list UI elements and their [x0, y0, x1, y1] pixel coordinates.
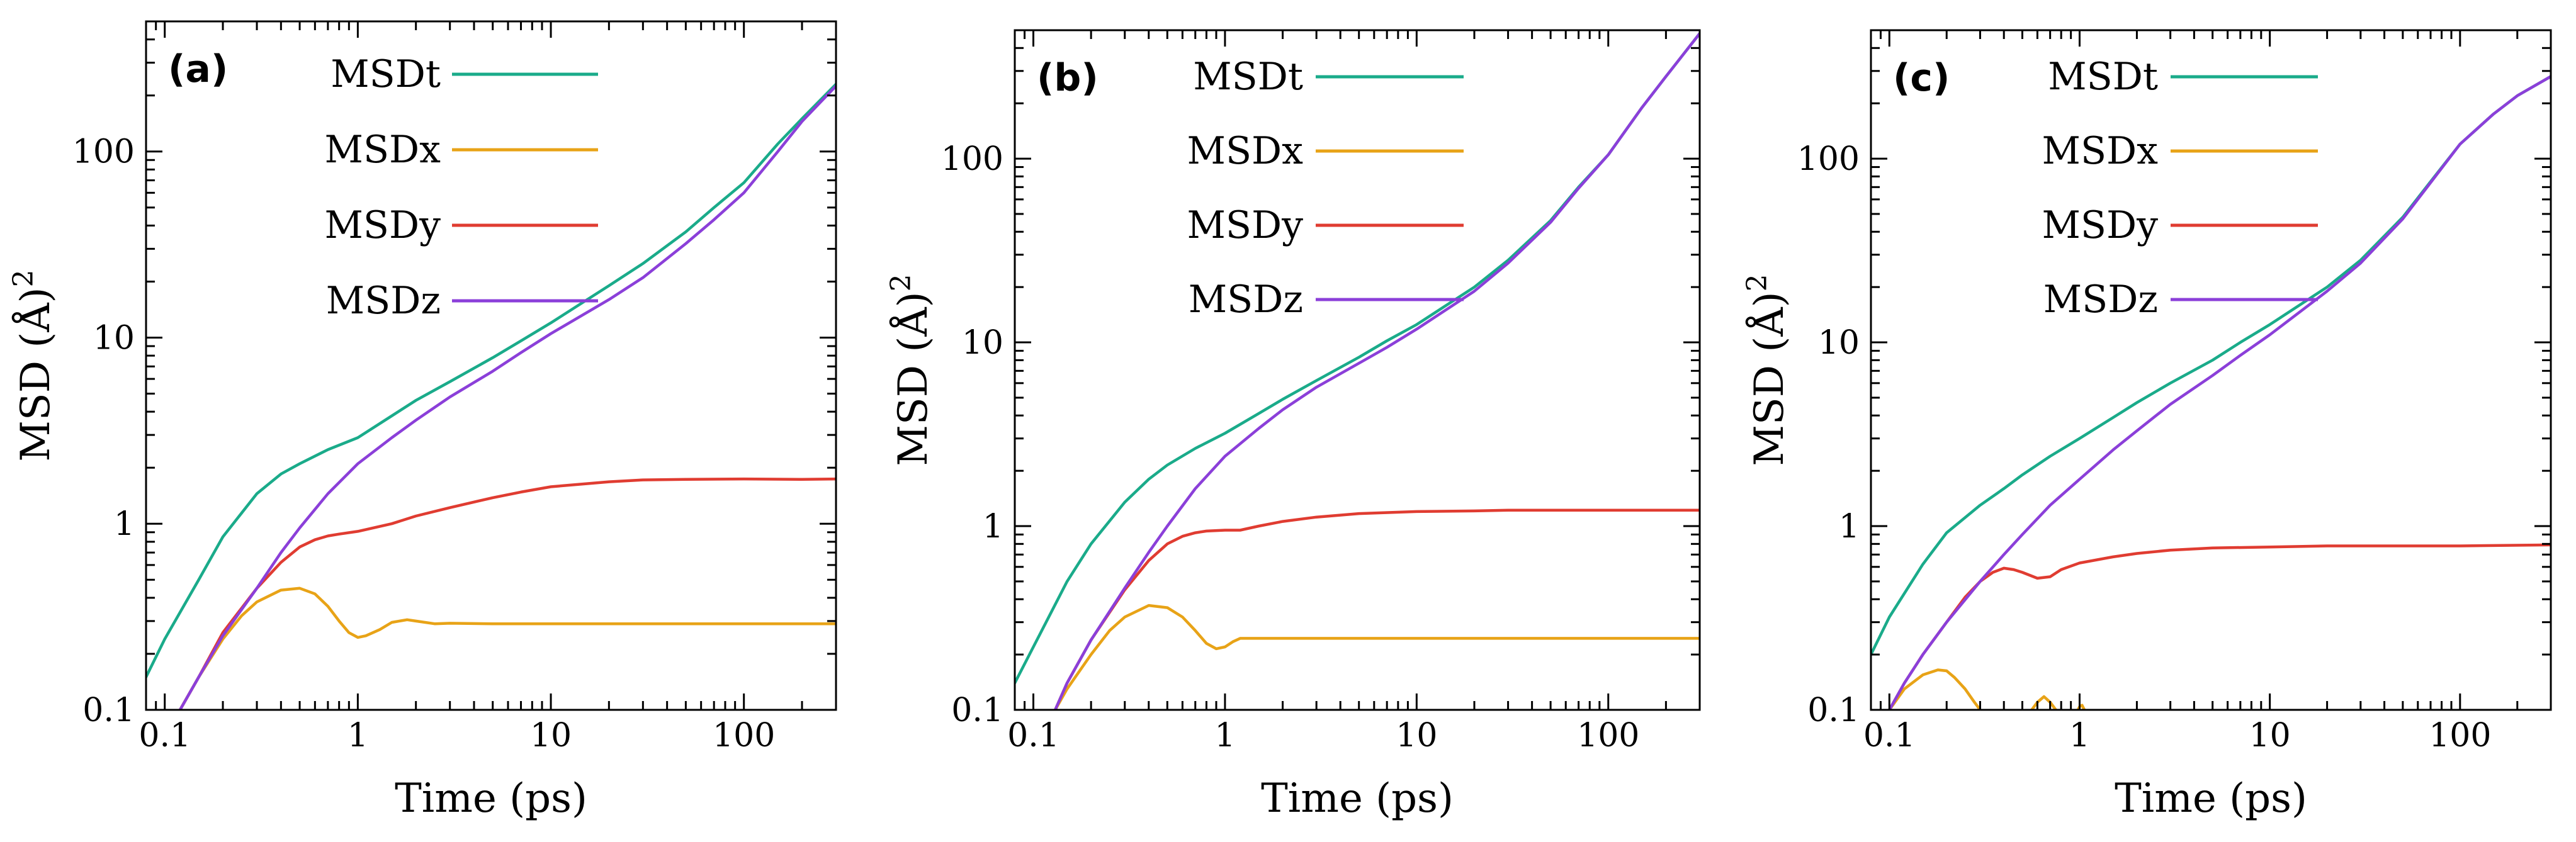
legend: MSDt MSDx MSDy MSDz [2042, 55, 2318, 322]
series-line-msdz [1053, 31, 1700, 710]
x-tick-label: 0.1 [138, 717, 191, 755]
panel-a: 0.1 1 10 100 0.1 1 10 100 Time (ps) MSD (Å)2 (a) MS… [8, 20, 837, 822]
y-tick-label: 10 [93, 319, 135, 357]
x-tick-label: 100 [713, 717, 775, 755]
y-tick-label: 10 [962, 324, 1003, 362]
series-line-msdy [178, 477, 836, 710]
x-axis-label: Time (ps) [1261, 775, 1454, 822]
panel-c: 0.1 1 10 100 0.1 1 10 100 Time (ps) MSD (Å)2 (c) MS… [1741, 29, 2552, 822]
legend-label-msdy: MSDy [1187, 203, 1303, 247]
x-tick-label: 100 [1577, 717, 1639, 755]
legend: MSDt MSDx MSDy MSDz [1187, 55, 1464, 322]
x-tick-label: 0.1 [1007, 717, 1059, 755]
x-tick-label: 100 [2429, 717, 2491, 755]
x-tick-label: 0.1 [1863, 717, 1916, 755]
series-line-msdz [1888, 75, 2551, 710]
x-axis-label: Time (ps) [2115, 775, 2307, 822]
legend-label-msdz: MSDz [1189, 278, 1303, 322]
y-tick-label: 100 [72, 133, 135, 171]
legend-label-msdz: MSDz [326, 279, 441, 323]
series-line-msdx [178, 587, 836, 710]
y-tick-label: 0.1 [951, 692, 1003, 729]
x-tick-label: 10 [2249, 717, 2291, 755]
y-axis-label-superscript: 2 [8, 269, 40, 287]
y-axis-label: MSD (Å)2 [1741, 274, 1793, 466]
y-axis-label: MSD (Å)2 [8, 269, 59, 461]
series-group [1871, 75, 2551, 710]
legend-label-msdy: MSDy [2042, 203, 2158, 247]
panel-label: (b) [1037, 56, 1099, 100]
y-tick-label: 100 [941, 140, 1003, 178]
series-line-msdt [146, 82, 836, 679]
x-tick-label: 10 [530, 717, 572, 755]
y-axis-label: MSD (Å)2 [885, 274, 937, 466]
x-tick-label: 1 [347, 717, 368, 755]
series-line-msdx-part2 [2030, 695, 2057, 710]
series-line-msdy [1053, 508, 1700, 710]
y-axis-label-superscript: 2 [885, 274, 917, 291]
panel-label: (c) [1893, 56, 1950, 100]
y-tick-label: 1 [983, 508, 1003, 546]
y-tick-label: 1 [114, 505, 135, 543]
legend-label-msdy: MSDy [324, 203, 441, 247]
legend-label-msdx: MSDx [1187, 129, 1304, 173]
legend-label-msdz: MSDz [2043, 278, 2158, 322]
panel-label: (a) [168, 47, 228, 91]
series-group [146, 82, 836, 710]
series-group [1015, 31, 1700, 710]
y-axis-label-superscript: 2 [1741, 274, 1773, 291]
legend-label-msdx: MSDx [2042, 129, 2159, 173]
legend: MSDt MSDx MSDy MSDz [324, 52, 598, 323]
legend-label-msdx: MSDx [325, 128, 441, 172]
y-axis-label-text: MSD (Å) [890, 291, 937, 466]
legend-label-msdt: MSDt [330, 52, 441, 96]
y-tick-label: 1 [1839, 508, 1860, 546]
y-tick-label: 100 [1797, 140, 1860, 178]
legend-label-msdt: MSDt [1193, 55, 1303, 99]
x-tick-label: 10 [1396, 717, 1437, 755]
y-tick-label: 10 [1818, 324, 1860, 362]
x-tick-label: 1 [1214, 717, 1235, 755]
y-tick-label: 0.1 [1807, 692, 1860, 729]
legend-label-msdt: MSDt [2048, 55, 2158, 99]
series-line-msdx [1053, 603, 1700, 710]
x-axis-label: Time (ps) [395, 775, 587, 822]
y-axis-label-text: MSD (Å) [1746, 291, 1793, 466]
y-axis-label-text: MSD (Å) [12, 287, 59, 461]
y-tick-label: 0.1 [82, 692, 135, 729]
panel-b: 0.1 1 10 100 0.1 1 10 100 Time (ps) MSD (Å)2 (b) MS… [885, 29, 1701, 822]
x-tick-label: 1 [2069, 717, 2090, 755]
series-line-msdx [1888, 668, 1982, 710]
series-line-msdz [178, 84, 836, 710]
